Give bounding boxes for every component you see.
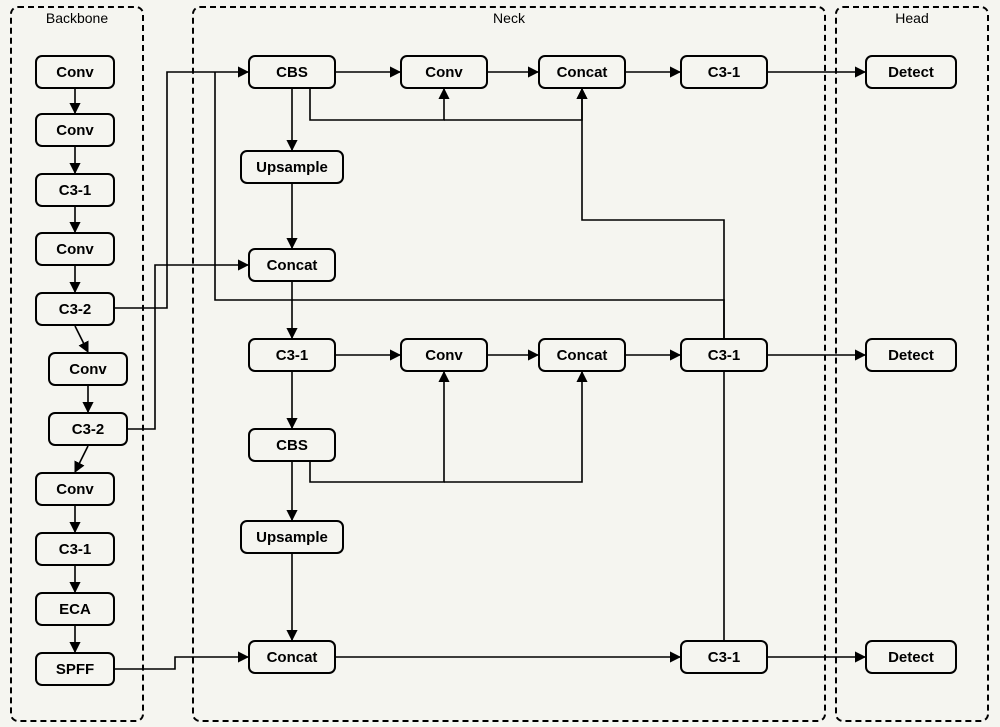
node-n_cat_m1: Concat	[248, 248, 336, 282]
node-n_c3_b: C3-1	[680, 640, 768, 674]
node-b6: C3-2	[48, 412, 128, 446]
node-h1: Detect	[865, 338, 957, 372]
node-n_cat_m2: Concat	[538, 338, 626, 372]
node-b4: C3-2	[35, 292, 115, 326]
node-h2: Detect	[865, 640, 957, 674]
diagram-canvas: Backbone Neck Head Conv Conv C3-1 Conv C3-2 Conv…	[0, 0, 1000, 727]
node-n_conv_m: Conv	[400, 338, 488, 372]
node-b1: Conv	[35, 113, 115, 147]
node-n_cat_b: Concat	[248, 640, 336, 674]
node-n_cat_t: Concat	[538, 55, 626, 89]
node-b0: Conv	[35, 55, 115, 89]
node-b8: C3-1	[35, 532, 115, 566]
node-b9: ECA	[35, 592, 115, 626]
node-b7: Conv	[35, 472, 115, 506]
node-n_c3_t: C3-1	[680, 55, 768, 89]
node-n_up2: Upsample	[240, 520, 344, 554]
node-b5: Conv	[48, 352, 128, 386]
node-h0: Detect	[865, 55, 957, 89]
node-b10: SPFF	[35, 652, 115, 686]
node-n_c3_m1: C3-1	[248, 338, 336, 372]
section-label: Head	[895, 10, 928, 26]
node-n_c3_m2: C3-1	[680, 338, 768, 372]
node-n_up1: Upsample	[240, 150, 344, 184]
node-n_cbs1: CBS	[248, 55, 336, 89]
node-n_conv_t: Conv	[400, 55, 488, 89]
node-b3: Conv	[35, 232, 115, 266]
section-label: Neck	[493, 10, 525, 26]
section-label: Backbone	[46, 10, 108, 26]
node-b2: C3-1	[35, 173, 115, 207]
node-n_cbs2: CBS	[248, 428, 336, 462]
